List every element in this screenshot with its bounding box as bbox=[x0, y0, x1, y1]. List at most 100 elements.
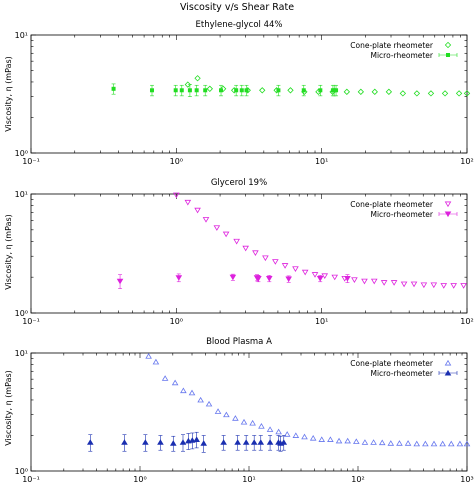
data-point bbox=[152, 358, 160, 365]
data-point bbox=[206, 85, 213, 92]
legend-label: Cone-plate rheometer bbox=[350, 41, 434, 50]
data-point bbox=[202, 217, 210, 223]
legend-marker bbox=[446, 53, 450, 57]
x-tick-label: 10³ bbox=[460, 475, 473, 484]
data-point bbox=[222, 231, 230, 238]
data-point bbox=[280, 439, 288, 445]
data-point bbox=[301, 269, 309, 276]
data-point bbox=[390, 280, 398, 286]
data-point bbox=[257, 439, 265, 445]
data-point bbox=[430, 440, 438, 447]
data-point bbox=[371, 88, 378, 95]
data-point bbox=[334, 88, 339, 93]
data-point bbox=[214, 408, 222, 414]
data-point bbox=[420, 282, 428, 289]
data-point bbox=[378, 439, 386, 446]
data-point bbox=[430, 282, 438, 289]
data-point bbox=[179, 439, 187, 445]
data-point bbox=[161, 375, 169, 381]
data-point bbox=[370, 278, 378, 285]
data-point bbox=[258, 423, 265, 429]
data-point bbox=[344, 276, 351, 282]
x-tick-label: 10⁰ bbox=[170, 317, 183, 326]
panel-title: Ethylene-glycol 44% bbox=[195, 20, 282, 30]
data-point bbox=[344, 437, 351, 444]
data-point bbox=[175, 275, 183, 281]
y-axis-label: Viscosity, η (mPas) bbox=[4, 56, 13, 132]
data-point bbox=[205, 400, 213, 407]
data-point bbox=[301, 433, 308, 440]
data-point bbox=[351, 277, 358, 283]
legend-marker bbox=[444, 211, 452, 218]
y-tick-label: 10¹ bbox=[15, 31, 28, 40]
x-tick-label: 10² bbox=[460, 157, 473, 166]
y-tick-label: 10⁰ bbox=[15, 467, 28, 476]
data-point bbox=[234, 88, 239, 93]
data-point bbox=[292, 266, 299, 272]
data-point bbox=[249, 419, 256, 426]
x-tick-label: 10⁰ bbox=[170, 157, 183, 166]
data-point bbox=[87, 439, 94, 445]
data-point bbox=[400, 281, 408, 288]
data-point bbox=[318, 436, 326, 442]
data-point bbox=[244, 88, 249, 93]
data-point bbox=[184, 199, 192, 206]
data-point bbox=[121, 439, 128, 445]
data-point bbox=[357, 88, 365, 95]
panel-title: Blood Plasma A bbox=[206, 337, 272, 347]
data-point bbox=[370, 439, 377, 445]
data-point bbox=[385, 88, 393, 95]
data-point bbox=[410, 281, 418, 288]
data-point bbox=[223, 411, 230, 418]
data-point bbox=[318, 88, 323, 93]
data-point bbox=[262, 255, 269, 262]
data-point bbox=[327, 436, 334, 442]
data-point bbox=[252, 250, 259, 257]
data-point bbox=[259, 87, 266, 94]
data-point bbox=[213, 225, 221, 231]
data-point bbox=[179, 88, 184, 93]
data-point bbox=[456, 440, 464, 447]
x-tick-label: 10⁻¹ bbox=[22, 475, 40, 484]
data-point bbox=[219, 88, 224, 93]
legend-marker bbox=[444, 369, 452, 376]
series-cone-plate-rheometer bbox=[145, 353, 471, 447]
x-tick-label: 10² bbox=[351, 475, 364, 484]
series-micro-rheometer bbox=[87, 431, 288, 453]
data-point bbox=[219, 85, 227, 92]
data-point bbox=[203, 88, 208, 93]
data-point bbox=[229, 274, 237, 281]
data-point bbox=[220, 439, 227, 445]
data-point bbox=[463, 440, 471, 447]
panel-glycerol: Glycerol 19% Viscosity, η (mPas) 10⁻¹ 10⁰… bbox=[4, 178, 474, 326]
data-point bbox=[335, 437, 343, 444]
data-point bbox=[396, 440, 403, 446]
data-point bbox=[232, 415, 239, 421]
data-point bbox=[404, 440, 412, 446]
y-axis-label: Viscosity, η (mPas) bbox=[4, 214, 13, 290]
data-point bbox=[266, 439, 274, 445]
page-title: Viscosity v/s Shear Rate bbox=[180, 2, 294, 13]
data-point bbox=[111, 86, 116, 91]
data-point bbox=[239, 88, 244, 93]
legend-marker bbox=[444, 201, 452, 208]
data-point bbox=[276, 88, 281, 93]
y-tick-label: 10¹ bbox=[15, 190, 28, 199]
data-point bbox=[197, 396, 204, 403]
panel-ethylene-glycol: Ethylene-glycol 44% Viscosity, η (mPas) … bbox=[4, 20, 474, 166]
data-point bbox=[194, 75, 201, 82]
data-point bbox=[316, 276, 324, 282]
data-point bbox=[283, 431, 291, 437]
data-point bbox=[157, 439, 164, 445]
panel-title: Glycerol 19% bbox=[211, 178, 267, 188]
plot-frame bbox=[30, 193, 468, 314]
series-cone-plate-rheometer bbox=[173, 192, 467, 289]
data-point bbox=[233, 238, 240, 245]
data-point bbox=[194, 88, 199, 93]
data-point bbox=[250, 439, 258, 445]
legend-label: Micro-rheometer bbox=[371, 210, 434, 219]
legend-label: Micro-rheometer bbox=[371, 369, 434, 378]
data-point bbox=[309, 434, 317, 441]
data-point bbox=[116, 278, 124, 285]
data-point bbox=[275, 428, 282, 435]
